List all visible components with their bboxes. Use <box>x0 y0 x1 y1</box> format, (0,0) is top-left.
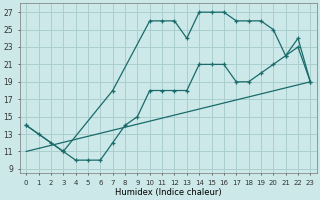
X-axis label: Humidex (Indice chaleur): Humidex (Indice chaleur) <box>115 188 221 197</box>
